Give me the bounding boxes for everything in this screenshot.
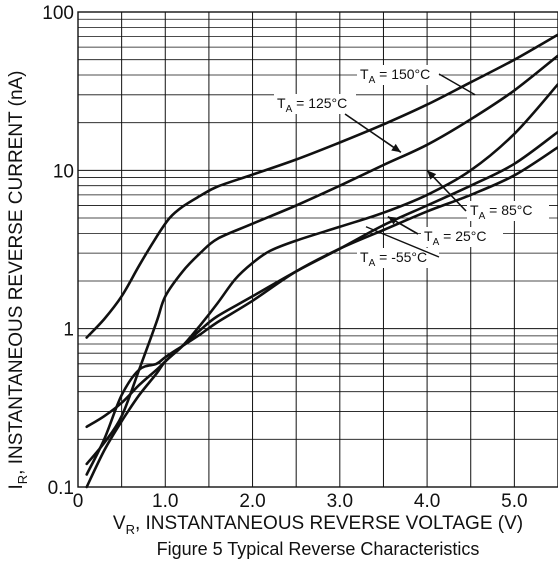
y-axis-label: IR, INSTANTANEOUS REVERSE CURRENT (nA): [6, 70, 30, 489]
annotation-arrowhead: [427, 170, 437, 180]
annotation-arrow: [344, 113, 402, 153]
series-layer: [85, 33, 558, 489]
y-tick-label: 100: [42, 3, 74, 24]
x-tick-label: 5.0: [501, 491, 527, 512]
series-line-t-a-150-c: [85, 33, 558, 339]
annotation-box: [467, 201, 549, 221]
plot-frame: [77, 11, 558, 488]
y-tick-label: 0.1: [48, 478, 74, 499]
tick-labels: 0.1 1 10 100 0 1.0 2.0 3.0 4.0 5.0: [42, 3, 527, 512]
series-line-t-a-25-c: [85, 145, 558, 476]
annotation-arrowhead: [387, 216, 398, 225]
annotation-box: [357, 248, 439, 268]
y-tick-label: 1: [63, 320, 74, 341]
annotation-box: [421, 227, 503, 247]
grid: [77, 11, 558, 488]
annotation-label-t-a-125-c: TA = 125°C: [277, 95, 347, 115]
annotation-layer: TA = 150°C TA = 125°C TA = 85°C TA = 25°CTA…: [274, 65, 549, 269]
x-tick-label: 3.0: [327, 491, 353, 512]
x-axis-label: VR, INSTANTANEOUS REVERSE VOLTAGE (V): [113, 513, 523, 537]
annotation-arrow: [426, 169, 467, 212]
series-line-t-a-85-c: [85, 82, 558, 489]
chart-title: Figure 5 Typical Reverse Characteristics: [157, 539, 480, 559]
x-tick-label: 0: [73, 491, 84, 512]
annotation-label-t-a-25-c: TA = 25°C: [424, 228, 486, 248]
annotation-leader: [365, 226, 440, 258]
series-line-t-a-55-c: [85, 130, 558, 429]
annotation-label-t-a-55-c: TA = -55°C: [360, 249, 427, 269]
series-line-t-a-125-c: [85, 54, 558, 466]
annotation-box: [274, 94, 356, 114]
y-tick-label: 10: [53, 161, 74, 182]
annotation-box: [357, 65, 439, 85]
annotation-arrowhead: [391, 143, 401, 153]
x-tick-label: 4.0: [414, 491, 440, 512]
x-tick-label: 2.0: [239, 491, 265, 512]
annotation-label-t-a-85-c: TA = 85°C: [470, 202, 532, 222]
annotation-leader: [438, 73, 476, 96]
annotation-label-t-a-150-c: TA = 150°C: [360, 66, 430, 86]
x-tick-label: 1.0: [152, 491, 178, 512]
